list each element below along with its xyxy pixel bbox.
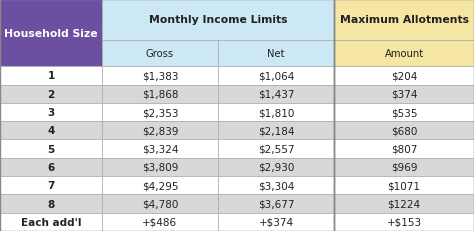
Bar — [218, 140, 334, 158]
Bar — [102, 195, 218, 213]
Bar — [102, 85, 218, 103]
Bar — [334, 195, 474, 213]
Text: $3,809: $3,809 — [142, 162, 178, 172]
Bar — [334, 67, 474, 85]
Text: $2,839: $2,839 — [142, 126, 178, 136]
Bar — [102, 213, 218, 231]
Text: $3,677: $3,677 — [258, 199, 294, 209]
Bar — [102, 122, 218, 140]
Text: Gross: Gross — [146, 49, 174, 59]
Bar — [334, 158, 474, 176]
Text: $374: $374 — [391, 89, 417, 99]
Bar — [218, 122, 334, 140]
Bar — [0, 213, 102, 231]
Bar — [102, 103, 218, 122]
Text: $4,780: $4,780 — [142, 199, 178, 209]
Text: $2,353: $2,353 — [142, 108, 178, 118]
Bar — [102, 140, 218, 158]
Text: $1,437: $1,437 — [258, 89, 294, 99]
Text: Household Size: Household Size — [4, 28, 98, 39]
Text: Monthly Income Limits: Monthly Income Limits — [149, 15, 287, 25]
Bar — [218, 195, 334, 213]
Bar — [0, 158, 102, 176]
Text: Amount: Amount — [384, 49, 424, 59]
Bar — [218, 40, 334, 67]
Text: Maximum Allotments: Maximum Allotments — [339, 15, 469, 25]
Text: Each add'l: Each add'l — [21, 217, 81, 227]
Bar — [218, 176, 334, 195]
Text: 3: 3 — [47, 108, 55, 118]
Text: $3,304: $3,304 — [258, 180, 294, 190]
Bar — [334, 213, 474, 231]
Bar — [334, 40, 474, 67]
Text: +$374: +$374 — [258, 217, 294, 227]
Text: $1,810: $1,810 — [258, 108, 294, 118]
Bar — [334, 176, 474, 195]
Text: $1224: $1224 — [388, 199, 420, 209]
Bar — [0, 122, 102, 140]
Text: $2,930: $2,930 — [258, 162, 294, 172]
Bar — [0, 0, 102, 67]
Bar — [334, 0, 474, 40]
Bar — [0, 195, 102, 213]
Text: 4: 4 — [47, 126, 55, 136]
Text: $2,184: $2,184 — [258, 126, 294, 136]
Text: $3,324: $3,324 — [142, 144, 178, 154]
Text: $2,557: $2,557 — [258, 144, 294, 154]
Text: $1,064: $1,064 — [258, 71, 294, 81]
Text: $1071: $1071 — [388, 180, 420, 190]
Bar — [334, 103, 474, 122]
Text: Net: Net — [267, 49, 285, 59]
Bar — [0, 85, 102, 103]
Text: $204: $204 — [391, 71, 417, 81]
Bar — [102, 0, 334, 40]
Bar — [334, 85, 474, 103]
Bar — [0, 103, 102, 122]
Text: +$486: +$486 — [142, 217, 178, 227]
Bar — [218, 67, 334, 85]
Text: 1: 1 — [47, 71, 55, 81]
Text: +$153: +$153 — [386, 217, 422, 227]
Bar — [0, 67, 102, 85]
Text: 5: 5 — [47, 144, 55, 154]
Text: 8: 8 — [47, 199, 55, 209]
Text: 7: 7 — [47, 180, 55, 190]
Text: 6: 6 — [47, 162, 55, 172]
Text: $680: $680 — [391, 126, 417, 136]
Bar — [102, 40, 218, 67]
Text: $535: $535 — [391, 108, 417, 118]
Text: $969: $969 — [391, 162, 417, 172]
Bar — [0, 140, 102, 158]
Bar — [102, 176, 218, 195]
Bar — [218, 85, 334, 103]
Bar — [334, 122, 474, 140]
Text: 2: 2 — [47, 89, 55, 99]
Bar — [0, 176, 102, 195]
Bar — [334, 140, 474, 158]
Bar — [218, 103, 334, 122]
Text: $1,383: $1,383 — [142, 71, 178, 81]
Bar — [218, 158, 334, 176]
Bar — [218, 213, 334, 231]
Text: $807: $807 — [391, 144, 417, 154]
Text: $1,868: $1,868 — [142, 89, 178, 99]
Text: $4,295: $4,295 — [142, 180, 178, 190]
Bar — [102, 67, 218, 85]
Bar — [102, 158, 218, 176]
